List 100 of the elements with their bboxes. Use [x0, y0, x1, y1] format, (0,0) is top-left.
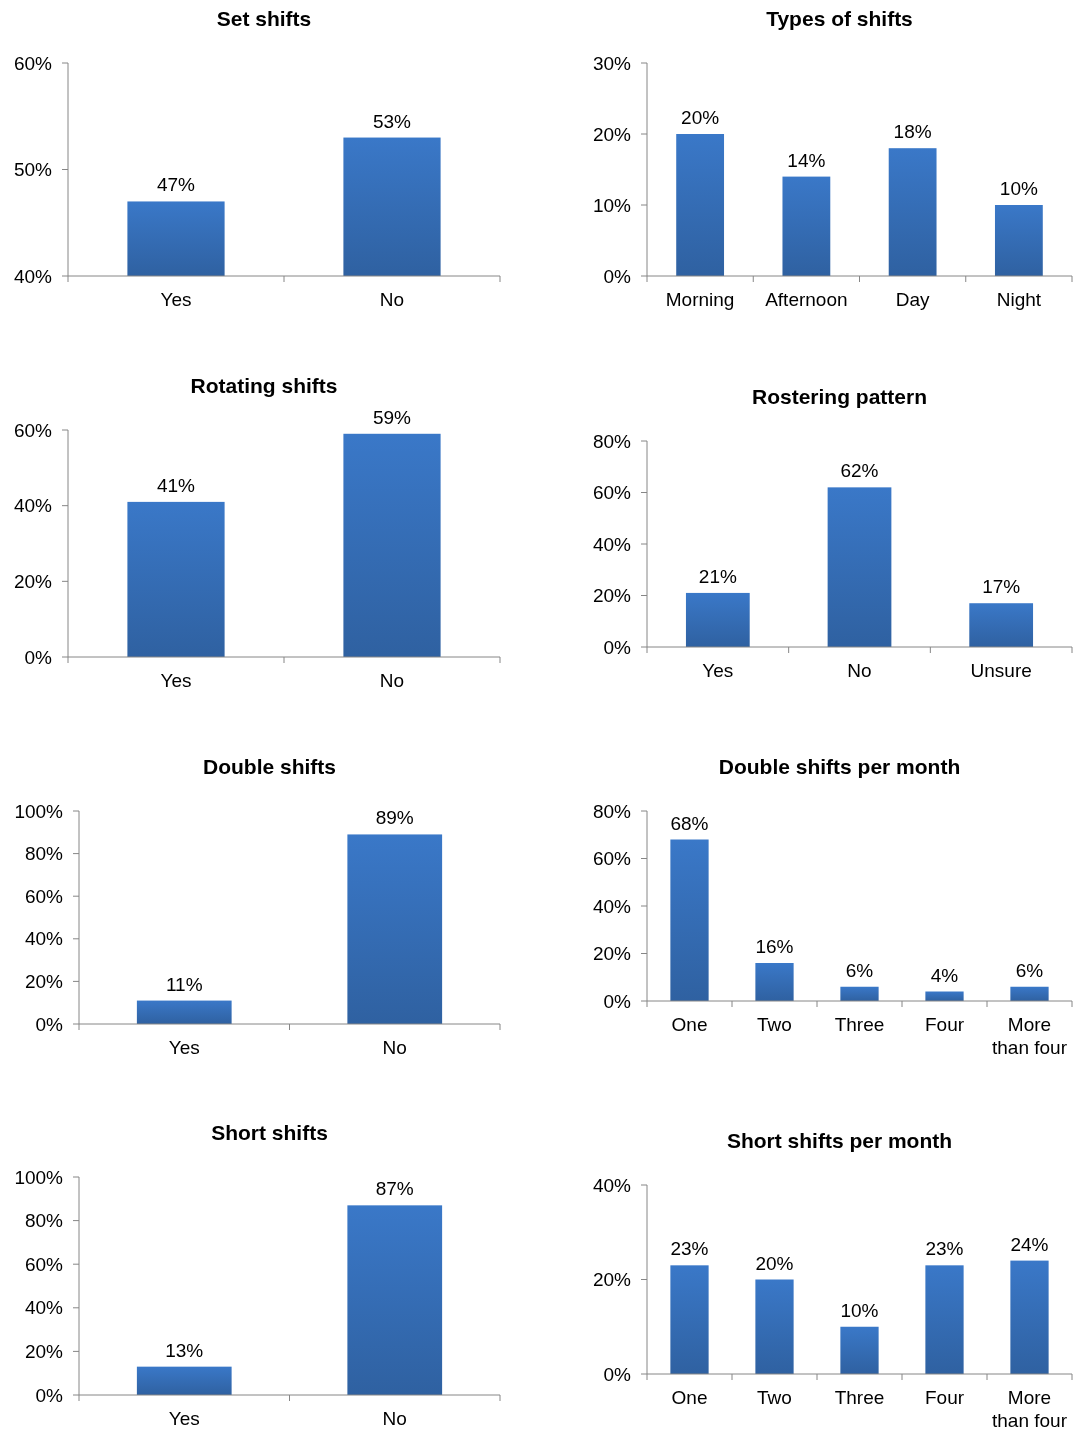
bar — [1010, 986, 1049, 1001]
bar — [925, 1265, 964, 1374]
bar — [670, 1265, 709, 1374]
y-tick-label: 80% — [592, 430, 632, 452]
y-tick-label: 20% — [592, 585, 632, 607]
data-label: 20% — [681, 107, 720, 128]
y-tick-label: 40% — [24, 1297, 64, 1319]
x-tick-label: Three — [834, 1014, 885, 1035]
y-tick-label: 30% — [592, 52, 632, 74]
x-tick-label: No — [847, 660, 872, 681]
y-tick-label: 50% — [13, 159, 53, 181]
x-tick-label: Four — [924, 1014, 965, 1035]
bar — [969, 603, 1034, 647]
y-tick-label: 40% — [592, 895, 632, 917]
data-label: 14% — [787, 149, 826, 171]
data-label: 6% — [1015, 959, 1044, 981]
chart-title: Types of shifts — [766, 7, 913, 30]
data-label: 41% — [156, 474, 196, 496]
chart-title: Short shifts — [211, 1121, 328, 1144]
x-tick-label: No — [379, 289, 405, 310]
y-tick-label: 20% — [592, 123, 632, 145]
x-tick-label: Two — [757, 1014, 792, 1035]
data-label: 87% — [375, 1178, 414, 1200]
chart-title: Double shifts per month — [718, 755, 961, 778]
bar — [782, 176, 831, 276]
y-tick-label: 40% — [13, 495, 53, 517]
x-tick-label: No — [382, 1037, 407, 1058]
bar — [840, 1326, 879, 1374]
bar — [994, 205, 1043, 276]
data-label: 23% — [925, 1238, 964, 1260]
x-tick-label: Yes — [168, 1037, 200, 1058]
y-tick-label: 20% — [13, 570, 53, 592]
y-tick-label: 60% — [592, 482, 632, 504]
x-tick-label: Yes — [702, 660, 734, 681]
x-tick-label: Afternoon — [765, 289, 848, 310]
y-tick-label: 20% — [592, 1269, 632, 1291]
y-tick-label: 80% — [592, 800, 632, 822]
x-tick-label: Yes — [160, 670, 192, 691]
x-tick-label: No — [379, 670, 405, 691]
y-tick-label: 40% — [592, 1174, 632, 1196]
y-tick-label: 10% — [592, 194, 632, 216]
bar — [888, 148, 937, 276]
data-label: 23% — [670, 1238, 709, 1260]
chart-title: Short shifts per month — [726, 1129, 953, 1152]
y-tick-label: 60% — [13, 419, 53, 441]
y-tick-label: 100% — [14, 800, 64, 822]
x-tick-label: Three — [834, 1387, 885, 1408]
data-label: 16% — [755, 936, 794, 957]
x-tick-label: Unsure — [970, 660, 1032, 681]
data-label: 21% — [698, 565, 737, 587]
x-tick-label: Four — [924, 1387, 965, 1408]
data-label: 53% — [372, 110, 412, 132]
data-label: 4% — [930, 964, 959, 986]
y-tick-label: 60% — [24, 885, 64, 907]
bar — [670, 839, 709, 1001]
y-tick-label: 100% — [14, 1166, 64, 1188]
y-tick-label: 0% — [35, 1384, 64, 1406]
x-tick-label: More than four — [992, 1387, 1068, 1431]
y-tick-label: 20% — [24, 971, 64, 993]
x-tick-label: More than four — [992, 1014, 1068, 1058]
chart-title: Double shifts — [202, 755, 337, 778]
data-label: 10% — [999, 178, 1038, 199]
y-tick-label: 60% — [13, 52, 53, 74]
y-tick-label: 0% — [603, 265, 632, 287]
y-tick-label: 40% — [24, 928, 64, 950]
data-label: 6% — [845, 959, 874, 981]
bar — [827, 487, 892, 647]
x-tick-label: Yes — [160, 289, 192, 310]
x-tick-label: One — [671, 1387, 708, 1408]
y-tick-label: 20% — [592, 943, 632, 965]
y-tick-label: 0% — [24, 646, 53, 668]
x-tick-label: Yes — [168, 1408, 200, 1429]
bar — [1010, 1260, 1049, 1374]
bar — [685, 592, 750, 647]
y-tick-label: 60% — [24, 1253, 64, 1275]
x-tick-label: No — [382, 1408, 407, 1429]
y-tick-label: 40% — [13, 265, 53, 287]
y-tick-label: 60% — [592, 848, 632, 870]
chart-title: Set shifts — [216, 7, 312, 30]
data-label: 59% — [372, 406, 412, 428]
bar — [755, 963, 794, 1001]
y-tick-label: 80% — [24, 843, 64, 865]
data-label: 13% — [165, 1339, 204, 1361]
chart-title: Rostering pattern — [751, 385, 928, 408]
bar — [840, 986, 879, 1001]
x-tick-label: Two — [757, 1387, 792, 1408]
x-tick-label: Morning — [665, 289, 735, 310]
bar — [755, 1279, 794, 1374]
data-label: 68% — [670, 812, 709, 834]
chart-title: Rotating shifts — [190, 374, 338, 397]
y-tick-label: 0% — [603, 990, 632, 1012]
bar — [676, 134, 725, 276]
y-tick-label: 40% — [592, 533, 632, 555]
y-tick-label: 0% — [35, 1013, 64, 1035]
data-label: 62% — [840, 460, 879, 482]
data-label: 10% — [840, 1299, 879, 1321]
data-label: 20% — [755, 1252, 794, 1274]
data-label: 47% — [156, 174, 196, 196]
y-tick-label: 20% — [24, 1341, 64, 1363]
x-tick-label: One — [671, 1014, 708, 1035]
